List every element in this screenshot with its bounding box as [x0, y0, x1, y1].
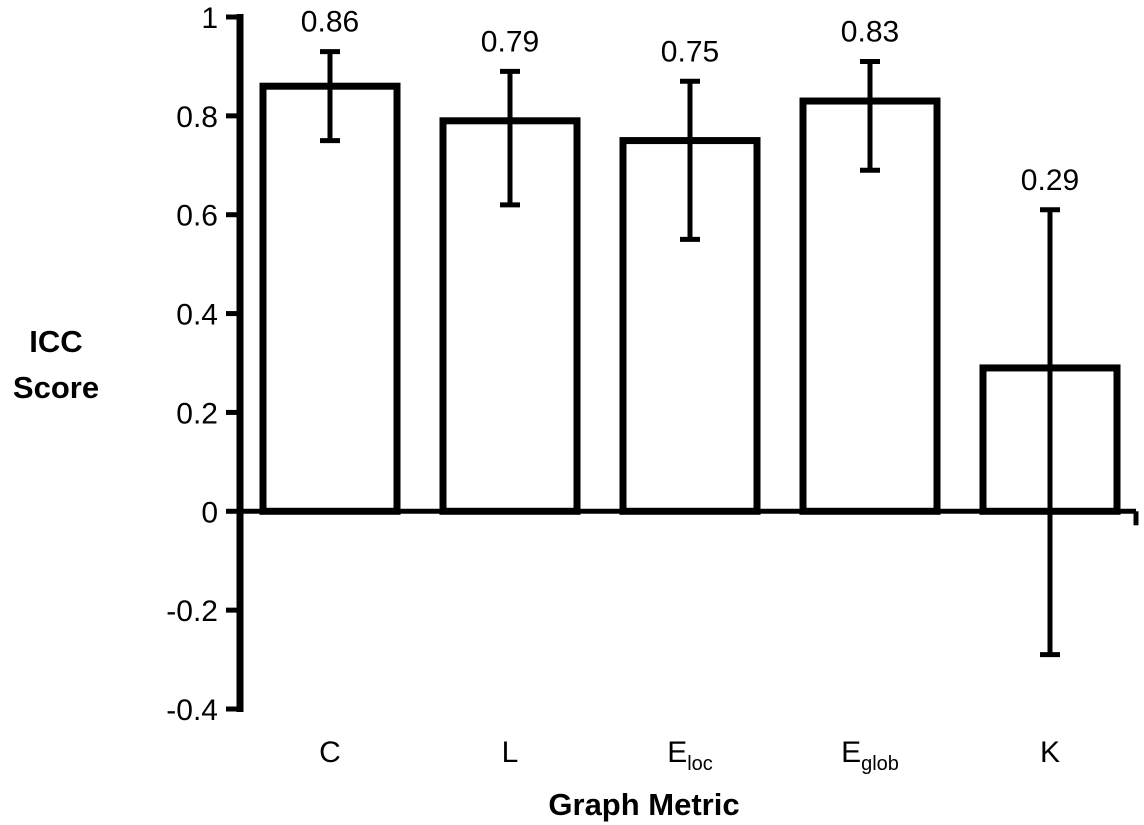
x-tick-label-base: E [667, 736, 687, 769]
x-tick-label: Eloc [667, 736, 713, 775]
bar [259, 82, 401, 515]
y-axis-title: ICC Score [13, 324, 99, 405]
y-tick-label: 0.2 [176, 397, 218, 430]
x-tick-label: C [319, 736, 341, 769]
axes [236, 14, 1139, 712]
y-tick-label: 0 [201, 496, 218, 529]
y-axis-title-line: Score [13, 370, 99, 405]
y-tick-label: 1 [201, 2, 218, 35]
data-labels: 0.86 0.79 0.75 0.83 0.29 [301, 6, 1079, 197]
x-tick-label-base: C [319, 736, 341, 769]
error-bars [320, 49, 1060, 658]
x-tick-label-subscript: loc [687, 753, 713, 775]
x-tick-label-base: L [502, 736, 519, 769]
x-tick-label: L [502, 736, 519, 769]
x-tick-label: Eglob [841, 736, 899, 775]
y-tick-label: -0.2 [166, 595, 218, 628]
y-axis-ticks: 1 0.8 0.6 0.4 0.2 0 -0.2 -0.4 [166, 2, 240, 727]
data-label: 0.83 [841, 15, 899, 48]
x-tick-label-base: K [1040, 736, 1060, 769]
y-tick-label: -0.4 [166, 694, 218, 727]
data-label: 0.86 [301, 6, 359, 39]
y-tick-label: 0.4 [176, 299, 218, 332]
x-tick-label: K [1040, 736, 1060, 769]
data-label: 0.29 [1021, 164, 1079, 197]
data-label: 0.79 [481, 25, 539, 58]
x-tick-label-base: E [841, 736, 861, 769]
y-axis-title-line: ICC [29, 324, 82, 359]
x-tick-label-subscript: glob [861, 753, 899, 775]
y-tick-label: 0.8 [176, 101, 218, 134]
data-label: 0.75 [661, 35, 719, 68]
x-axis-labels: C L Eloc Eglob K [319, 736, 1060, 775]
y-tick-label: 0.6 [176, 200, 218, 233]
x-axis-title: Graph Metric [548, 787, 739, 822]
